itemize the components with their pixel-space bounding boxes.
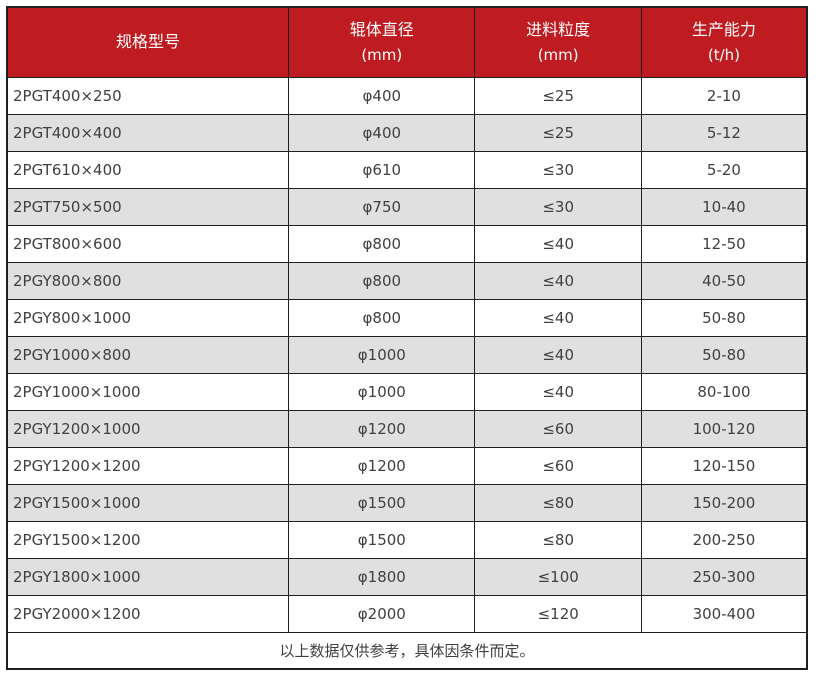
capacity-cell: 5-20 bbox=[640, 150, 808, 189]
table-row: 2PGT610×400 φ610 ≤30 5-20 bbox=[6, 150, 808, 189]
col-header-roller-diameter-unit: (mm) bbox=[361, 46, 403, 65]
capacity-cell: 40-50 bbox=[640, 261, 808, 300]
capacity-cell: 50-80 bbox=[640, 298, 808, 337]
capacity-cell: 200-250 bbox=[640, 520, 808, 559]
feed-size-cell: ≤40 bbox=[474, 261, 642, 300]
model-cell: 2PGY1000×1000 bbox=[6, 372, 290, 411]
model-cell: 2PGY1000×800 bbox=[6, 335, 290, 374]
capacity-cell: 5-12 bbox=[640, 113, 808, 152]
table-row: 2PGT400×250 φ400 ≤25 2-10 bbox=[6, 76, 808, 115]
spec-table: 规格型号 辊体直径 (mm) 进料粒度 (mm) 生产能力 (t/h) 2PGT… bbox=[6, 6, 808, 670]
footer-row: 以上数据仅供参考，具体因条件而定。 bbox=[6, 631, 808, 670]
model-cell: 2PGT800×600 bbox=[6, 224, 290, 263]
capacity-cell: 2-10 bbox=[640, 76, 808, 115]
diameter-cell: φ1800 bbox=[288, 557, 476, 596]
capacity-cell: 50-80 bbox=[640, 335, 808, 374]
feed-size-cell: ≤40 bbox=[474, 224, 642, 263]
feed-size-cell: ≤60 bbox=[474, 446, 642, 485]
model-cell: 2PGT610×400 bbox=[6, 150, 290, 189]
footer-note: 以上数据仅供参考，具体因条件而定。 bbox=[6, 631, 808, 670]
col-header-roller-diameter: 辊体直径 (mm) bbox=[288, 6, 476, 78]
diameter-cell: φ750 bbox=[288, 187, 476, 226]
diameter-cell: φ1000 bbox=[288, 335, 476, 374]
table-row: 2PGT800×600 φ800 ≤40 12-50 bbox=[6, 224, 808, 263]
col-header-model: 规格型号 bbox=[6, 6, 290, 78]
header-row: 规格型号 辊体直径 (mm) 进料粒度 (mm) 生产能力 (t/h) bbox=[6, 6, 808, 78]
model-cell: 2PGY800×1000 bbox=[6, 298, 290, 337]
feed-size-cell: ≤40 bbox=[474, 335, 642, 374]
feed-size-cell: ≤100 bbox=[474, 557, 642, 596]
col-header-feed-size: 进料粒度 (mm) bbox=[474, 6, 642, 78]
diameter-cell: φ1200 bbox=[288, 409, 476, 448]
col-header-capacity: 生产能力 (t/h) bbox=[640, 6, 808, 78]
col-header-capacity-unit: (t/h) bbox=[707, 46, 741, 65]
table-row: 2PGY800×1000 φ800 ≤40 50-80 bbox=[6, 298, 808, 337]
capacity-cell: 12-50 bbox=[640, 224, 808, 263]
feed-size-cell: ≤40 bbox=[474, 372, 642, 411]
table-row: 2PGY1000×800 φ1000 ≤40 50-80 bbox=[6, 335, 808, 374]
diameter-cell: φ1500 bbox=[288, 483, 476, 522]
model-cell: 2PGY2000×1200 bbox=[6, 594, 290, 633]
capacity-cell: 300-400 bbox=[640, 594, 808, 633]
feed-size-cell: ≤80 bbox=[474, 483, 642, 522]
model-cell: 2PGT400×400 bbox=[6, 113, 290, 152]
model-cell: 2PGY1200×1200 bbox=[6, 446, 290, 485]
capacity-cell: 120-150 bbox=[640, 446, 808, 485]
table-row: 2PGT400×400 φ400 ≤25 5-12 bbox=[6, 113, 808, 152]
diameter-cell: φ800 bbox=[288, 261, 476, 300]
feed-size-cell: ≤25 bbox=[474, 76, 642, 115]
feed-size-cell: ≤30 bbox=[474, 187, 642, 226]
col-header-roller-diameter-label: 辊体直径 bbox=[349, 20, 414, 40]
model-cell: 2PGT400×250 bbox=[6, 76, 290, 115]
capacity-cell: 250-300 bbox=[640, 557, 808, 596]
col-header-feed-size-unit: (mm) bbox=[537, 46, 579, 65]
model-cell: 2PGY1500×1000 bbox=[6, 483, 290, 522]
table-row: 2PGY800×800 φ800 ≤40 40-50 bbox=[6, 261, 808, 300]
capacity-cell: 100-120 bbox=[640, 409, 808, 448]
capacity-cell: 80-100 bbox=[640, 372, 808, 411]
model-cell: 2PGY1800×1000 bbox=[6, 557, 290, 596]
diameter-cell: φ400 bbox=[288, 76, 476, 115]
model-cell: 2PGY800×800 bbox=[6, 261, 290, 300]
table-row: 2PGY1000×1000 φ1000 ≤40 80-100 bbox=[6, 372, 808, 411]
feed-size-cell: ≤25 bbox=[474, 113, 642, 152]
capacity-cell: 150-200 bbox=[640, 483, 808, 522]
diameter-cell: φ1500 bbox=[288, 520, 476, 559]
model-cell: 2PGY1500×1200 bbox=[6, 520, 290, 559]
model-cell: 2PGY1200×1000 bbox=[6, 409, 290, 448]
col-header-model-label: 规格型号 bbox=[116, 32, 181, 52]
table-row: 2PGY1800×1000 φ1800 ≤100 250-300 bbox=[6, 557, 808, 596]
diameter-cell: φ800 bbox=[288, 298, 476, 337]
diameter-cell: φ400 bbox=[288, 113, 476, 152]
col-header-capacity-label: 生产能力 bbox=[691, 20, 756, 40]
table-row: 2PGY1500×1000 φ1500 ≤80 150-200 bbox=[6, 483, 808, 522]
feed-size-cell: ≤40 bbox=[474, 298, 642, 337]
diameter-cell: φ800 bbox=[288, 224, 476, 263]
feed-size-cell: ≤120 bbox=[474, 594, 642, 633]
model-cell: 2PGT750×500 bbox=[6, 187, 290, 226]
table-row: 2PGY1200×1200 φ1200 ≤60 120-150 bbox=[6, 446, 808, 485]
diameter-cell: φ2000 bbox=[288, 594, 476, 633]
table-row: 2PGY2000×1200 φ2000 ≤120 300-400 bbox=[6, 594, 808, 633]
diameter-cell: φ1000 bbox=[288, 372, 476, 411]
table-row: 2PGY1200×1000 φ1200 ≤60 100-120 bbox=[6, 409, 808, 448]
feed-size-cell: ≤60 bbox=[474, 409, 642, 448]
feed-size-cell: ≤30 bbox=[474, 150, 642, 189]
col-header-feed-size-label: 进料粒度 bbox=[526, 20, 591, 40]
diameter-cell: φ1200 bbox=[288, 446, 476, 485]
feed-size-cell: ≤80 bbox=[474, 520, 642, 559]
capacity-cell: 10-40 bbox=[640, 187, 808, 226]
table-row: 2PGY1500×1200 φ1500 ≤80 200-250 bbox=[6, 520, 808, 559]
table-row: 2PGT750×500 φ750 ≤30 10-40 bbox=[6, 187, 808, 226]
diameter-cell: φ610 bbox=[288, 150, 476, 189]
